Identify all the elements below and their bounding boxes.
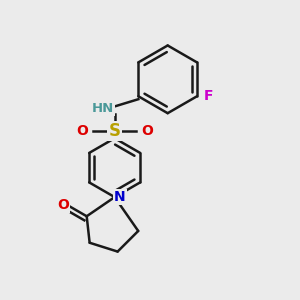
Text: O: O: [142, 124, 154, 138]
Text: HN: HN: [92, 102, 114, 115]
Text: N: N: [114, 190, 126, 204]
Text: O: O: [76, 124, 88, 138]
Text: S: S: [109, 122, 121, 140]
Text: F: F: [203, 89, 213, 103]
Text: O: O: [57, 198, 69, 212]
